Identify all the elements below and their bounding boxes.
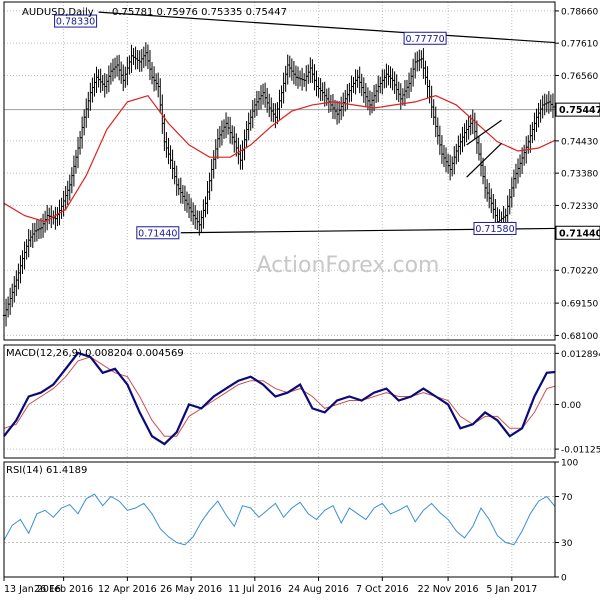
support-tag-text: 0.71440 (559, 228, 600, 239)
x-tick-label: 7 Oct 2016 (356, 584, 409, 595)
x-tick-label: 12 Apr 2016 (98, 584, 157, 595)
moving-average-line (3, 95, 556, 223)
rsi-pane-frame (3, 461, 556, 578)
level-annotation-label: 0.71580 (475, 224, 514, 235)
price-header-symbol: AUDUSD,Daily (22, 7, 94, 18)
x-tick-label: 13 Jan 2016 (4, 584, 61, 595)
last-price-tag-box (555, 102, 600, 117)
x-tick-label: 22 Nov 2016 (418, 584, 479, 595)
watermark: ActionForex.com (257, 253, 440, 278)
level-annotation-label: 0.71440 (138, 228, 177, 239)
level-annotation-box (403, 31, 447, 45)
trendline (466, 119, 502, 146)
level-annotation-label: 0.77770 (405, 34, 444, 45)
rsi-y-tick-label: 70 (561, 493, 573, 503)
rsi-line (3, 493, 556, 546)
price-y-tick-label: 0.73380 (561, 170, 598, 180)
x-tick-label: 24 Aug 2016 (288, 584, 349, 595)
level-annotation-label: 0.78330 (56, 17, 95, 28)
x-tick-label: 26 Feb 2016 (34, 584, 93, 595)
trendline (466, 142, 502, 178)
macd-y-tick-label: 0.012894 (561, 350, 600, 360)
last-price-tag-text: 0.75447 (559, 105, 600, 116)
rsi-pane: 100 70 30 0 (3, 459, 578, 584)
macd-signal-line (3, 356, 556, 437)
rsi-y-tick-label: 30 (561, 539, 573, 549)
rsi-label: RSI(14) 61.4189 (6, 465, 87, 476)
price-y-tick-label: 0.72330 (561, 202, 598, 212)
macd-y-tick-label: -0.011253 (561, 446, 600, 456)
price-y-tick-label: 0.78660 (561, 7, 598, 17)
x-tick-label: 5 Jan 2017 (486, 584, 537, 595)
level-annotation-box (136, 226, 180, 240)
x-tick-label: 26 May 2016 (160, 584, 222, 595)
price-pane: 0.78660 0.77610 0.76560 0.74430 0.73380 0.723… (2, 1, 600, 342)
macd-line (3, 351, 556, 446)
x-tick-label: 11 Jul 2016 (228, 584, 282, 595)
trendline (98, 11, 556, 44)
price-y-tick-label: 0.70220 (561, 267, 598, 277)
support-tag-box (555, 225, 600, 240)
rsi-y-tick-label: 0 (561, 574, 567, 584)
macd-pane-frame (3, 344, 556, 459)
price-y-tick-label: 0.77610 (561, 40, 598, 50)
price-y-tick-label: 0.68100 (561, 332, 598, 342)
price-y-tick-label: 0.74430 (561, 137, 598, 147)
price-header-ohlc: 0.75781 0.75976 0.75335 0.75447 (112, 7, 287, 18)
macd-y-tick-label: 0.00 (561, 401, 581, 411)
price-y-tick-label: 0.76560 (561, 72, 598, 82)
macd-label: MACD(12,26,9) 0.008204 0.004569 (6, 348, 184, 359)
rsi-y-tick-label: 100 (561, 459, 578, 469)
macd-pane: 0.012894 0.00 -0.011253 (3, 344, 600, 459)
price-y-tick-label: 0.69150 (561, 300, 598, 310)
price-pane-frame (3, 1, 556, 341)
level-annotation-box (54, 14, 98, 28)
level-annotation-box (473, 221, 517, 235)
